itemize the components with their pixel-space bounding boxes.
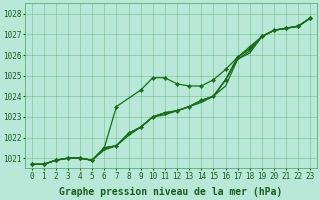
- X-axis label: Graphe pression niveau de la mer (hPa): Graphe pression niveau de la mer (hPa): [60, 186, 283, 197]
